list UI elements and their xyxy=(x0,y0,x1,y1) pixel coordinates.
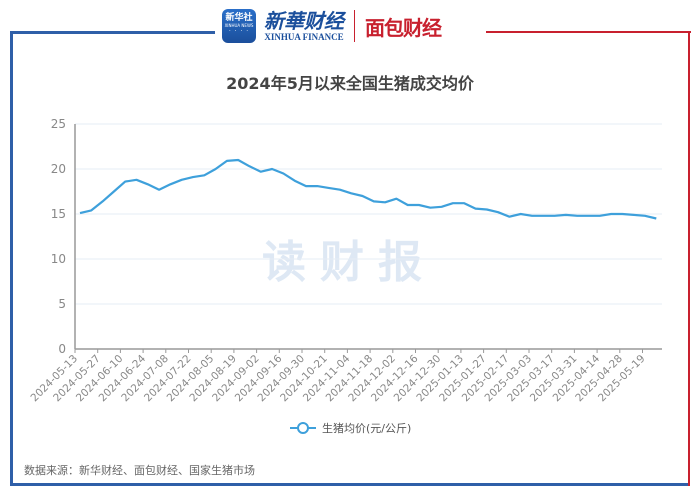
xinhua-news-logo-icon: 新华社 XINHUA NEWS · · · · xyxy=(222,9,256,43)
y-tick-label: 10 xyxy=(51,252,66,266)
y-tick-label: 5 xyxy=(58,297,66,311)
legend-label: 生猪均价(元/公斤) xyxy=(322,422,412,435)
y-tick-label: 15 xyxy=(51,207,66,221)
legend-line-marker-icon xyxy=(290,422,316,434)
frame-left xyxy=(10,31,13,486)
frame-top-right xyxy=(486,31,691,33)
price-line xyxy=(79,158,657,220)
frame-bottom xyxy=(10,483,690,486)
frame-top-left xyxy=(10,31,215,34)
frame-right xyxy=(688,31,690,486)
xinhua-badge-dots: · · · · xyxy=(228,28,250,35)
mianbao-finance-logo: 面包财经 xyxy=(365,15,442,40)
xinhua-badge-sub: XINHUA NEWS xyxy=(224,23,254,28)
watermark: 读财报 xyxy=(262,237,436,288)
xinhua-finance-cn: 新華财经 xyxy=(264,9,344,33)
brand-header: 新华社 XINHUA NEWS · · · · 新華财经 XINHUA FINA… xyxy=(222,4,482,48)
xinhua-finance-logo: 新華财经 XINHUA FINANCE xyxy=(264,10,344,42)
legend[interactable]: 生猪均价(元/公斤) xyxy=(290,420,411,436)
y-tick-label: 0 xyxy=(58,342,66,356)
xinhua-finance-en: XINHUA FINANCE xyxy=(264,32,344,42)
header-divider xyxy=(354,10,355,42)
xinhua-badge-text: 新华社 xyxy=(225,13,253,23)
data-source: 数据来源：新华财经、面包财经、国家生猪市场 xyxy=(24,464,255,477)
y-tick-label: 20 xyxy=(51,162,66,176)
y-tick-label: 25 xyxy=(51,117,66,131)
chart-title: 2024年5月以来全国生猪成交均价 xyxy=(226,74,474,93)
